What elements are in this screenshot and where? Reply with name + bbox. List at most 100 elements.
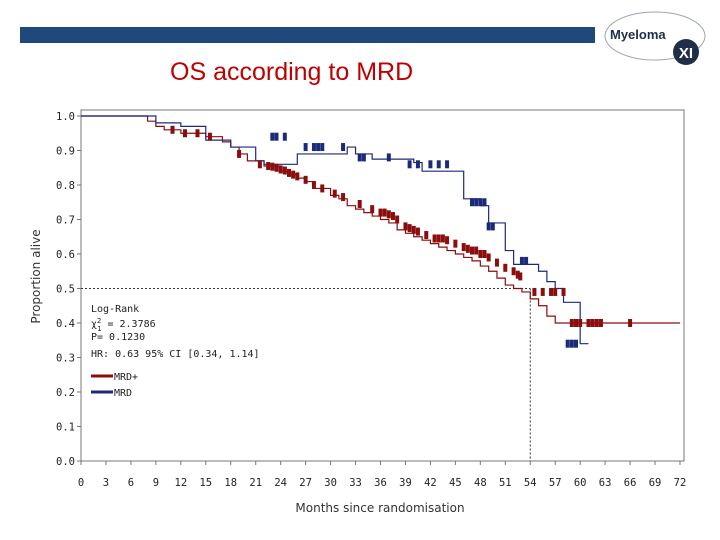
x-tick-label: 30 xyxy=(324,477,337,489)
censor-mark-mrd-plus xyxy=(532,287,537,296)
censor-mark-mrd-plus xyxy=(341,193,346,202)
censor-mark-mrd-plus xyxy=(436,234,441,243)
censor-mark-mrd xyxy=(316,143,321,152)
y-tick-label: 0.1 xyxy=(56,422,75,434)
censor-mark-mrd xyxy=(574,339,579,348)
censor-mark-mrd-plus xyxy=(511,267,516,276)
censor-mark-mrd-plus xyxy=(586,319,591,327)
censor-mark-mrd-plus xyxy=(569,319,574,327)
y-tick-label: 0.4 xyxy=(56,318,75,330)
censor-mark-mrd xyxy=(415,160,420,169)
x-tick-label: 3 xyxy=(103,477,109,489)
chi-square-line: χ2 1 = 2.3786 xyxy=(91,317,156,333)
censor-mark-mrd xyxy=(407,160,412,169)
censor-mark-mrd-plus xyxy=(478,250,483,258)
x-tick-label: 6 xyxy=(128,477,134,489)
censor-mark-mrd xyxy=(478,198,483,207)
stats-annotation: Log-Rank χ2 1 = 2.3786 P= 0.1230 HR: 0.63 … xyxy=(91,304,260,360)
censor-mark-mrd-plus xyxy=(590,319,595,327)
censor-mark-mrd-plus xyxy=(320,184,325,193)
censor-mark-mrd-plus xyxy=(195,129,200,138)
x-tick-label: 42 xyxy=(424,477,437,489)
plot-frame xyxy=(80,109,685,462)
censor-mark-mrd-plus xyxy=(303,175,308,184)
censor-mark-mrd-plus xyxy=(465,244,470,253)
censor-mark-mrd-plus xyxy=(628,319,633,327)
censor-mark-mrd xyxy=(386,153,391,162)
y-axis-title: Proportion alive xyxy=(29,229,43,323)
censor-mark-mrd-plus xyxy=(378,208,383,217)
x-tick-label: 45 xyxy=(449,477,462,489)
censor-mark-mrd-plus xyxy=(553,287,558,296)
x-tick-label: 69 xyxy=(649,477,662,489)
x-axis-title: Months since randomisation xyxy=(295,501,464,515)
chi-subscript: 1 xyxy=(97,325,101,333)
censor-mark-mrd-plus xyxy=(415,227,420,236)
censor-mark-mrd xyxy=(486,222,491,231)
censor-mark-mrd-plus xyxy=(432,234,437,243)
censor-mark-mrd-plus xyxy=(207,132,212,141)
censor-mark-mrd-plus xyxy=(574,319,579,327)
censor-mark-mrd-plus xyxy=(445,236,450,245)
censor-mark-mrd-plus xyxy=(598,319,603,327)
censor-mark-mrd-plus xyxy=(274,163,279,172)
censor-mark-mrd xyxy=(482,198,487,207)
y-tick-label: 0.5 xyxy=(56,284,75,296)
censor-mark-mrd-plus xyxy=(282,166,287,175)
censor-mark-mrd-plus xyxy=(578,319,583,327)
censor-mark-mrd-plus xyxy=(515,270,520,279)
censor-mark-mrd-plus xyxy=(311,181,316,189)
censor-mark-mrd-plus xyxy=(382,208,387,217)
censor-mark-mrd xyxy=(470,198,475,207)
logrank-label: Log-Rank xyxy=(91,304,139,315)
censor-mark-mrd-plus xyxy=(440,234,445,243)
censor-mark-mrd xyxy=(519,256,524,265)
x-tick-label: 9 xyxy=(153,477,159,489)
censor-mark-mrd-plus xyxy=(286,168,291,177)
chi-value: = 2.3786 xyxy=(107,319,155,330)
y-tick-label: 1.0 xyxy=(56,111,75,123)
censor-mark-mrd-plus xyxy=(182,129,187,138)
censor-mark-mrd xyxy=(311,143,316,152)
censor-mark-mrd-plus xyxy=(549,287,554,296)
censor-mark-mrd-plus xyxy=(395,215,400,224)
x-tick-label: 18 xyxy=(224,477,237,489)
censor-mark-mrd xyxy=(428,160,433,169)
chi-symbol: χ xyxy=(91,319,97,330)
censor-mark-mrd-plus xyxy=(237,149,242,158)
x-tick-label: 66 xyxy=(624,477,637,489)
censor-mark-mrd-plus xyxy=(332,189,337,198)
logo-badge-circle xyxy=(673,39,699,65)
header-bar xyxy=(20,27,595,43)
y-tick-label: 0.6 xyxy=(56,249,75,261)
y-tick-label: 0.9 xyxy=(56,146,75,158)
censor-mark-mrd-plus xyxy=(540,287,545,296)
censor-mark-mrd xyxy=(490,222,495,231)
censor-mark-mrd-plus xyxy=(170,125,175,134)
censor-mark-mrd xyxy=(357,153,362,162)
plot-background xyxy=(80,109,685,462)
myeloma-xi-logo: Myeloma XI xyxy=(604,11,706,65)
logo-badge-text: XI xyxy=(679,45,693,62)
censor-mark-mrd xyxy=(270,132,275,141)
censor-mark-mrd-plus xyxy=(494,258,499,267)
censor-mark-mrd-plus xyxy=(270,162,275,171)
legend: MRD+ MRD xyxy=(91,372,138,399)
censor-mark-mrd-plus xyxy=(503,263,508,272)
x-tick-label: 27 xyxy=(299,477,312,489)
censor-mark-mrd xyxy=(274,132,279,141)
logo-text: Myeloma xyxy=(610,27,666,42)
censor-mark-mrd-plus xyxy=(461,243,466,252)
chi-superscript: 2 xyxy=(97,317,101,325)
x-tick-label: 12 xyxy=(175,477,188,489)
censor-mark-mrd-plus xyxy=(561,287,566,296)
x-tick-label: 0 xyxy=(78,477,84,489)
censor-mark-mrd-plus xyxy=(386,210,391,219)
censor-mark-mrd-plus xyxy=(411,225,416,234)
censor-mark-mrd-plus xyxy=(518,272,523,281)
censor-mark-mrd xyxy=(436,160,441,169)
censor-mark-mrd-plus xyxy=(390,212,395,221)
censor-mark-mrd-plus xyxy=(278,165,283,174)
censor-mark-mrd-plus xyxy=(486,253,491,262)
